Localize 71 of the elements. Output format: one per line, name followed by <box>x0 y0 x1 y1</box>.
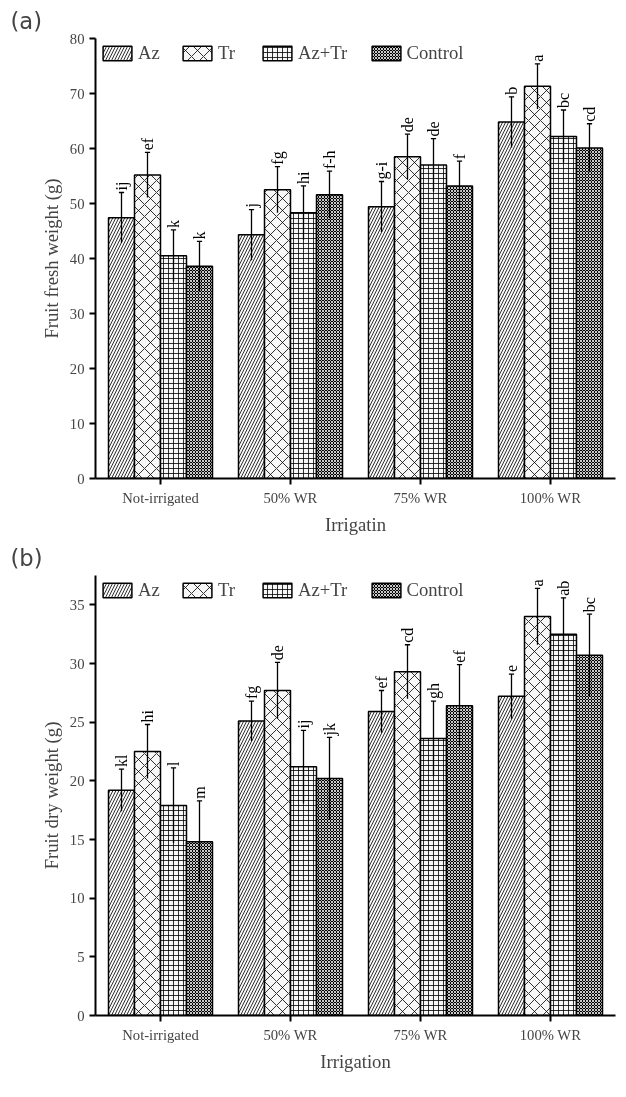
legend-label: Control <box>406 42 464 64</box>
data-label: f-h <box>321 150 338 170</box>
y-axis-title: Fruit dry weight (g) <box>40 721 63 870</box>
data-label: de <box>399 117 416 133</box>
y-tick-label: 20 <box>69 360 85 377</box>
y-tick-label: 40 <box>69 250 85 267</box>
legend-label: Az <box>138 42 160 64</box>
data-label: a <box>529 54 546 62</box>
x-tick-label: 50% WR <box>263 1026 318 1043</box>
data-label: cd <box>399 627 416 643</box>
data-label: j <box>243 203 261 209</box>
data-label: de <box>269 645 286 661</box>
x-tick-label: Not-irrigated <box>122 489 200 506</box>
data-label: ef <box>373 675 390 689</box>
y-tick-label: 35 <box>69 596 85 613</box>
x-axis-title: Irrigatin <box>324 513 387 535</box>
y-tick-label: 20 <box>69 772 85 789</box>
data-label: kl <box>113 754 130 768</box>
x-tick-label: Not-irrigated <box>122 1026 200 1043</box>
legend-label: Az+Tr <box>298 579 348 601</box>
data-label: ef <box>451 649 468 663</box>
data-label: b <box>503 86 520 95</box>
data-label: gh <box>425 683 443 700</box>
data-label: k <box>191 231 208 240</box>
legend-label: Az <box>138 579 160 601</box>
y-tick-label: 60 <box>69 140 85 157</box>
y-tick-label: 30 <box>69 305 85 322</box>
x-tick-label: 75% WR <box>393 1026 448 1043</box>
legend-label: Tr <box>218 579 236 601</box>
x-axis-title: Irrigation <box>320 1050 392 1072</box>
y-tick-label: 5 <box>77 948 85 965</box>
y-tick-label: 80 <box>69 30 85 47</box>
y-tick-label: 15 <box>69 831 85 848</box>
x-tick-label: 50% WR <box>263 489 318 506</box>
y-axis-title: Fruit fresh weight (g) <box>40 178 63 339</box>
data-label: g-i <box>373 161 391 180</box>
data-label: ef <box>139 137 156 151</box>
legend-label: Tr <box>218 42 236 64</box>
data-label: ij <box>113 181 131 191</box>
y-tick-label: 25 <box>69 714 85 731</box>
y-tick-label: 50 <box>69 195 85 212</box>
legend-label: Control <box>406 579 464 601</box>
data-label: bc <box>581 597 598 613</box>
data-label: hi <box>295 170 312 184</box>
text: (a) <box>10 7 43 34</box>
data-label: bc <box>555 92 572 108</box>
y-tick-label: 10 <box>69 890 85 907</box>
data-label: hi <box>139 709 156 723</box>
x-tick-label: 75% WR <box>393 489 448 506</box>
y-tick-label: 30 <box>69 655 85 672</box>
y-tick-label: 70 <box>69 85 85 102</box>
y-tick-label: 0 <box>77 470 85 487</box>
data-label: a <box>529 579 546 587</box>
data-label: cd <box>581 106 598 122</box>
data-label: fg <box>243 685 261 700</box>
x-tick-label: 100% WR <box>519 1026 582 1043</box>
legend-label: Az+Tr <box>298 42 348 64</box>
data-label: k <box>165 219 182 228</box>
data-label: ab <box>555 580 572 596</box>
data-label: ij <box>295 719 313 729</box>
data-label: jk <box>321 722 339 737</box>
text: (b) <box>10 544 43 571</box>
data-label: m <box>191 785 208 799</box>
data-label: fg <box>269 151 287 165</box>
data-label: l <box>165 760 182 766</box>
data-label: de <box>425 121 442 137</box>
x-tick-label: 100% WR <box>519 489 582 506</box>
y-tick-label: 0 <box>77 1007 85 1024</box>
data-label: f <box>451 153 468 160</box>
data-label: e <box>503 664 520 673</box>
y-tick-label: 10 <box>69 415 85 432</box>
